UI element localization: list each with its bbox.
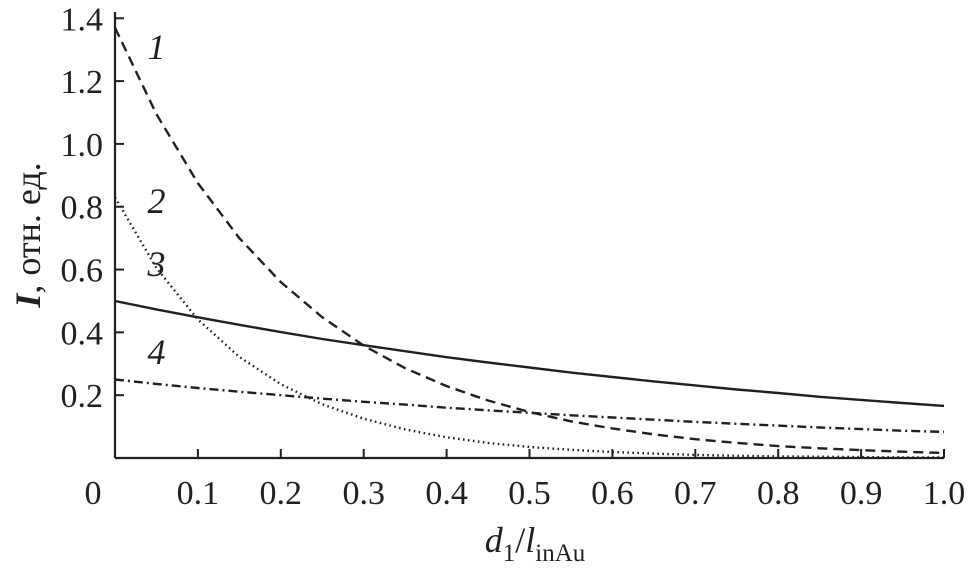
y-tick-label: 0.6 bbox=[61, 253, 104, 290]
axes bbox=[113, 12, 944, 460]
series-line-4 bbox=[114, 378, 945, 434]
x-axis-label: d1/linAu bbox=[485, 520, 586, 567]
x-tick-label: 0.8 bbox=[757, 475, 800, 512]
x-tick-label: 0.5 bbox=[508, 475, 551, 512]
curve-label-4: 4 bbox=[147, 332, 165, 372]
series-line-2 bbox=[113, 196, 944, 459]
curve-labels: 1 2 3 4 bbox=[146, 27, 165, 372]
y-tick-label: 1.4 bbox=[61, 1, 104, 38]
y-axis-label: I, отн. ед. bbox=[8, 162, 48, 308]
x-tick-label: 0.7 bbox=[674, 475, 717, 512]
x-tick-label: 0.1 bbox=[177, 475, 220, 512]
x-tick-label: 1.0 bbox=[923, 475, 966, 512]
y-tick-label: 1.2 bbox=[61, 64, 104, 101]
y-ticks: 0.2 0.4 0.6 0.8 1.0 1.2 1.4 bbox=[61, 1, 124, 415]
series-line-1 bbox=[113, 27, 945, 455]
x-tick-label: 0 bbox=[85, 475, 102, 512]
curve-label-2: 2 bbox=[147, 181, 165, 221]
y-tick-label: 0.4 bbox=[61, 315, 104, 352]
x-tick-label: 0.2 bbox=[260, 475, 303, 512]
x-ticks: 0 0.1 0.2 0.3 0.4 0.5 0.6 0.7 0.8 0.9 1.0 bbox=[85, 449, 966, 512]
curve-label-3: 3 bbox=[146, 244, 165, 284]
series-group bbox=[113, 27, 945, 459]
x-tick-label: 0.3 bbox=[342, 475, 385, 512]
y-tick-label: 0.8 bbox=[61, 190, 104, 227]
x-tick-label: 0.4 bbox=[425, 475, 468, 512]
x-tick-label: 0.9 bbox=[840, 475, 883, 512]
y-tick-label: 1.0 bbox=[61, 127, 104, 164]
series-line-3 bbox=[114, 299, 945, 408]
x-tick-label: 0.6 bbox=[591, 475, 634, 512]
curve-label-1: 1 bbox=[147, 27, 165, 67]
y-tick-label: 0.2 bbox=[61, 378, 104, 415]
